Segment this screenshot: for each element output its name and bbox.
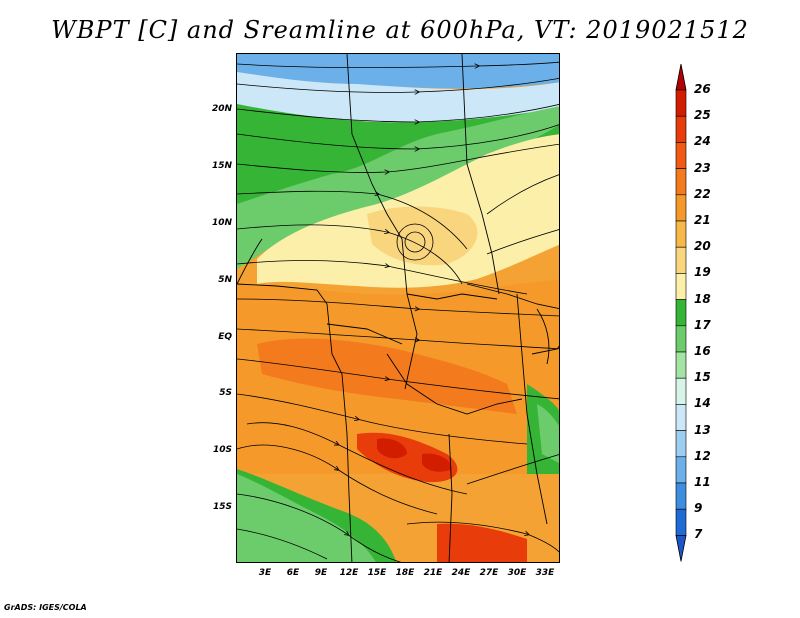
colorbar-segment: [675, 246, 687, 274]
colorbar-label: 24: [694, 134, 711, 149]
colorbar-segment: [675, 220, 687, 248]
colorbar-segment: [675, 299, 687, 327]
lon-label-21e: 21E: [423, 568, 443, 578]
lat-label-15s: 15S: [212, 502, 232, 512]
colorbar: [675, 64, 687, 562]
lon-label-3e: 3E: [258, 568, 272, 578]
colorbar-top-arrow: [675, 64, 687, 91]
lat-label-15n: 15N: [211, 161, 232, 171]
colorbar-label: 13: [694, 422, 711, 437]
colorbar-segment: [675, 325, 687, 353]
colorbar-label: 19: [694, 265, 711, 280]
colorbar-label: 12: [694, 448, 711, 463]
lon-label-33e: 33E: [535, 568, 555, 578]
colorbar-label: 25: [694, 108, 711, 123]
lat-label-eq: EQ: [218, 332, 232, 342]
lat-label-5n: 5N: [218, 275, 232, 285]
colorbar-segment: [675, 351, 687, 379]
colorbar-label: 26: [694, 82, 711, 96]
colorbar-segment: [675, 456, 687, 484]
colorbar-segment: [675, 89, 687, 117]
colorbar-label: 14: [694, 396, 711, 411]
lon-label-27e: 27E: [479, 568, 499, 578]
lon-label-24e: 24E: [451, 568, 471, 578]
colorbar-segment: [675, 142, 687, 169]
lat-label-20n: 20N: [211, 104, 232, 114]
colorbar-label: 20: [694, 239, 711, 254]
lat-label-10n: 10N: [211, 218, 232, 228]
colorbar-label: 22: [694, 186, 711, 201]
colorbar-segment: [675, 377, 687, 405]
lat-label-5s: 5S: [219, 388, 232, 398]
lon-label-18e: 18E: [395, 568, 415, 578]
colorbar-label: 16: [694, 344, 711, 358]
colorbar-segment: [675, 508, 687, 536]
colorbar-label: 17: [694, 317, 711, 332]
map-panel[interactable]: [236, 53, 560, 563]
colorbar-label: 9: [694, 501, 703, 516]
colorbar-segment: [675, 430, 687, 458]
lon-label-15e: 15E: [367, 568, 387, 578]
colorbar-segment: [675, 115, 687, 143]
colorbar-bottom-arrow: [675, 535, 687, 562]
colorbar-segment: [675, 194, 687, 222]
streamlines: [237, 61, 559, 562]
lon-label-12e: 12E: [339, 568, 359, 578]
colorbar-label: 11: [694, 475, 711, 489]
colorbar-segment: [675, 273, 687, 300]
colorbar-segment: [675, 482, 687, 510]
colorbar-segment: [675, 168, 687, 196]
country-borders: [237, 54, 559, 562]
colorbar-label: 7: [694, 527, 703, 542]
wbpt-field-map: [237, 54, 559, 562]
lon-label-9e: 9E: [314, 568, 328, 578]
chart-title: WBPT [C] and Sreamline at 600hPa, VT: 20…: [51, 16, 749, 44]
lon-label-30e: 30E: [507, 568, 527, 578]
colorbar-label: 15: [694, 370, 711, 385]
lat-label-10s: 10S: [212, 445, 232, 455]
lon-label-6e: 6E: [286, 568, 300, 578]
colorbar-label: 21: [694, 213, 711, 227]
temperature-shading: [237, 54, 559, 562]
colorbar-segment: [675, 404, 687, 431]
footer-credit: GrADS: IGES/COLA: [4, 603, 87, 612]
colorbar-label: 18: [694, 291, 711, 306]
colorbar-label: 23: [694, 160, 711, 175]
